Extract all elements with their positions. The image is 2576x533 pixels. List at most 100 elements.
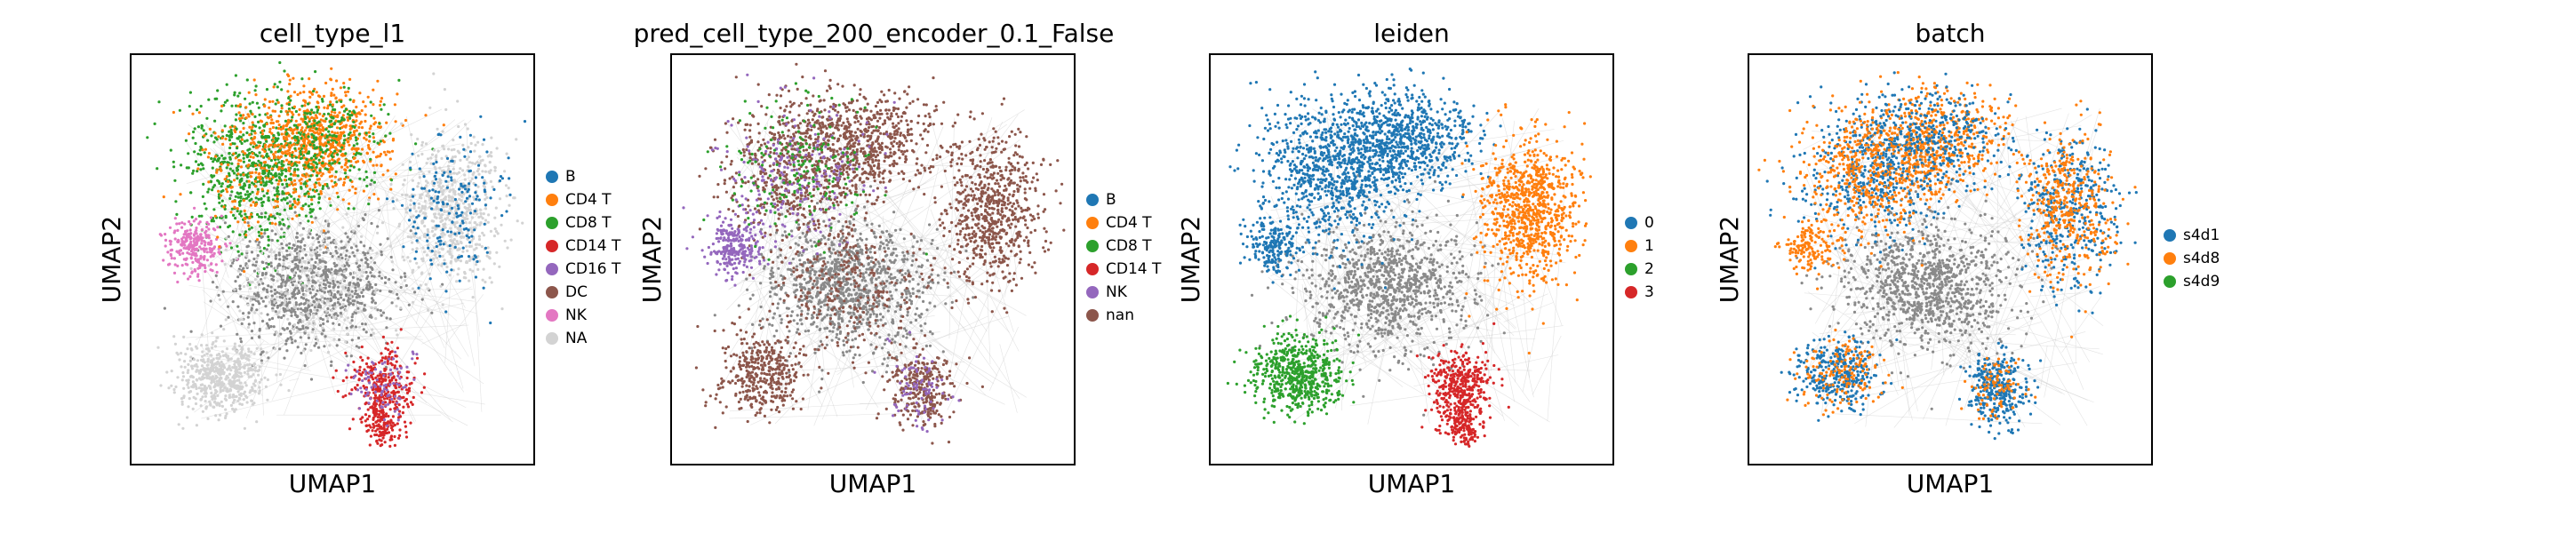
data-point — [423, 204, 427, 209]
data-point — [382, 140, 386, 144]
data-point — [204, 147, 207, 151]
data-point — [226, 190, 229, 194]
data-point — [250, 337, 254, 340]
data-point — [198, 245, 202, 249]
data-point — [306, 108, 309, 112]
data-point — [268, 164, 272, 168]
data-point — [263, 232, 267, 235]
data-point — [412, 232, 415, 235]
data-point — [494, 206, 498, 210]
data-point — [415, 239, 419, 243]
data-point — [287, 225, 291, 228]
data-point — [229, 403, 233, 407]
data-point — [388, 277, 391, 281]
data-point — [436, 149, 440, 153]
data-point — [308, 111, 312, 115]
data-point — [436, 236, 439, 240]
data-point — [293, 162, 297, 165]
data-point — [434, 167, 437, 171]
data-point — [238, 284, 242, 288]
data-point — [360, 390, 364, 394]
data-point — [396, 198, 399, 202]
data-point — [395, 405, 398, 410]
data-point — [391, 421, 395, 425]
data-point — [508, 203, 511, 207]
data-point — [277, 176, 281, 179]
data-point — [300, 147, 303, 150]
data-point — [247, 163, 251, 167]
data-point — [267, 238, 270, 242]
data-point — [274, 102, 277, 106]
data-point — [301, 204, 305, 208]
data-point — [292, 179, 297, 182]
data-point — [434, 178, 438, 181]
data-point — [364, 322, 367, 326]
data-point — [184, 262, 188, 266]
data-point — [413, 290, 417, 294]
data-point — [210, 376, 213, 379]
data-point — [356, 112, 359, 115]
data-point — [362, 288, 365, 291]
data-point — [370, 315, 373, 319]
connectivity-edge — [416, 143, 461, 153]
data-point — [220, 367, 223, 370]
data-point — [366, 144, 371, 147]
data-point — [255, 101, 259, 105]
data-point — [408, 259, 412, 263]
data-point — [229, 211, 233, 214]
data-point — [315, 115, 319, 120]
connectivity-edge — [460, 298, 476, 367]
data-point — [386, 342, 389, 346]
data-point — [200, 239, 204, 243]
data-point — [336, 314, 340, 317]
data-point — [297, 139, 300, 142]
data-point — [400, 122, 404, 125]
data-point — [240, 387, 244, 391]
data-point — [267, 171, 271, 174]
data-point — [458, 255, 461, 259]
data-point — [198, 266, 202, 269]
data-point — [260, 211, 263, 216]
data-point — [173, 263, 177, 266]
data-point — [379, 289, 382, 292]
data-point — [380, 418, 383, 421]
data-point — [192, 358, 196, 362]
data-point — [246, 325, 250, 330]
data-point — [395, 354, 398, 358]
data-point — [277, 166, 281, 170]
data-point — [350, 315, 354, 319]
data-point — [420, 271, 424, 274]
connectivity-edge — [388, 123, 396, 134]
data-point — [399, 285, 403, 290]
data-point — [240, 356, 244, 360]
data-point — [503, 239, 507, 243]
data-point — [440, 232, 444, 235]
data-point — [326, 320, 330, 323]
data-point — [348, 143, 351, 147]
data-point — [228, 155, 232, 159]
data-point — [446, 180, 450, 184]
data-point — [474, 162, 477, 165]
data-point — [330, 154, 333, 157]
data-point — [260, 362, 264, 365]
data-point — [279, 274, 283, 278]
data-point — [247, 367, 251, 370]
data-point — [318, 259, 322, 262]
data-point — [156, 167, 159, 171]
data-point — [346, 118, 350, 122]
data-point — [329, 241, 332, 244]
data-point — [321, 150, 324, 155]
data-point — [468, 227, 472, 230]
data-point — [342, 298, 346, 302]
data-point — [230, 132, 234, 136]
data-point — [282, 223, 285, 227]
data-point — [214, 274, 218, 277]
data-point — [357, 268, 361, 272]
data-point — [245, 363, 250, 367]
data-point — [330, 360, 333, 363]
data-point — [445, 216, 450, 219]
data-point — [292, 288, 296, 291]
data-point — [252, 142, 256, 146]
data-point — [205, 363, 209, 367]
data-point — [467, 155, 470, 159]
